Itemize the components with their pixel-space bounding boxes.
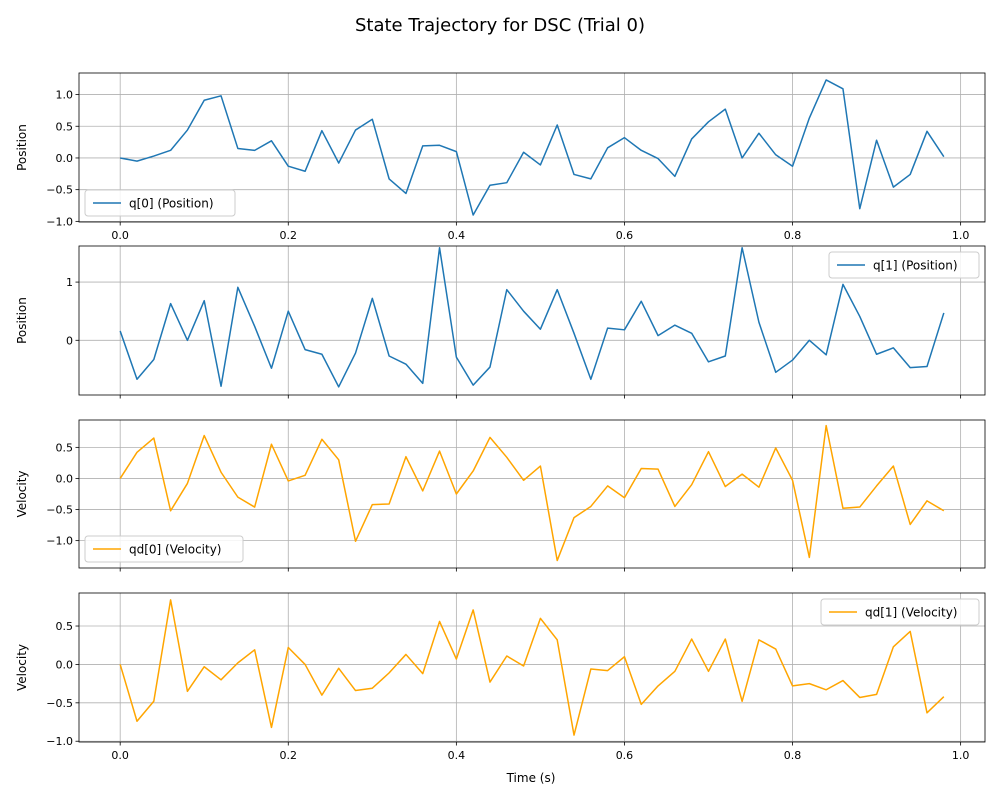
legend-box [84,189,236,217]
legend: qd[0] (Velocity) [84,535,244,563]
figure-title: State Trajectory for DSC (Trial 0) [355,15,645,36]
x-tick-label: 0.0 [111,749,129,762]
y-tick-label: −0.5 [46,697,73,710]
y-tick-label: −0.5 [46,184,73,197]
y-tick-label: 0.5 [56,441,74,454]
x-tick-label: 0.8 [784,749,802,762]
x-tick-label: 0.8 [784,229,802,242]
x-tick-label: 0.2 [280,749,298,762]
y-axis-label: Velocity [15,644,29,691]
x-tick-label: 0.4 [448,749,466,762]
x-tick-label: 0.6 [616,749,634,762]
legend-label: q[1] (Position) [873,259,958,273]
x-tick-label: 0.2 [280,229,298,242]
x-tick-label: 1.0 [952,749,970,762]
axes-frame [78,245,986,396]
x-tick-label: 0.4 [448,229,466,242]
y-tick-label: −0.5 [46,504,73,517]
legend-label: q[0] (Position) [129,197,214,211]
y-axis-label: Position [15,297,29,344]
axes-frame [78,72,986,223]
series-line [119,247,945,388]
y-tick-label: 0.0 [56,152,74,165]
y-axis-label: Velocity [15,470,29,517]
subplots: 0.0 0.2 0.4 0.6 0.8 1.0 −1.0 −0.5 0.0 0.5 1.0 Posit… [15,72,986,762]
legend-box [820,598,980,626]
legend-box [828,251,980,279]
series-line [119,424,945,562]
legend-label: qd[0] (Velocity) [129,543,221,557]
legend: q[1] (Position) [828,251,980,279]
legend: q[0] (Position) [84,189,236,217]
y-tick-label: 1 [66,276,73,289]
subplot-3: 0.0 0.2 0.4 0.6 0.8 1.0 −1.0 −0.5 0.0 0.5 Velocity… [15,592,986,762]
legend: qd[1] (Velocity) [820,598,980,626]
subplot-1: 0 1 Position q[1] (Position) [15,245,986,399]
x-tick-label: 0.6 [616,229,634,242]
axes-frame [78,419,986,569]
y-tick-label: 0.5 [56,120,74,133]
y-tick-label: 1.0 [56,89,74,102]
y-tick-label: −1.0 [46,215,73,228]
y-tick-label: 0.5 [56,620,74,633]
y-tick-label: 0 [66,334,73,347]
series-line [119,599,945,736]
y-tick-label: 0.0 [56,472,74,485]
x-axis-label: Time (s) [506,771,556,785]
series-line [120,79,945,216]
subplot-0: 0.0 0.2 0.4 0.6 0.8 1.0 −1.0 −0.5 0.0 0.5 1.0 Posit… [15,72,986,242]
x-tick-label: 1.0 [952,229,970,242]
y-tick-label: −1.0 [46,735,73,748]
legend-box [84,535,244,563]
y-axis-label: Position [15,124,29,171]
legend-label: qd[1] (Velocity) [865,606,957,620]
subplot-2: −1.0 −0.5 0.0 0.5 Velocity qd[0] (Velocity) [15,419,986,572]
y-tick-label: −1.0 [46,535,73,548]
y-tick-label: 0.0 [56,658,74,671]
axes-frame [78,592,986,743]
x-tick-label: 0.0 [111,229,129,242]
